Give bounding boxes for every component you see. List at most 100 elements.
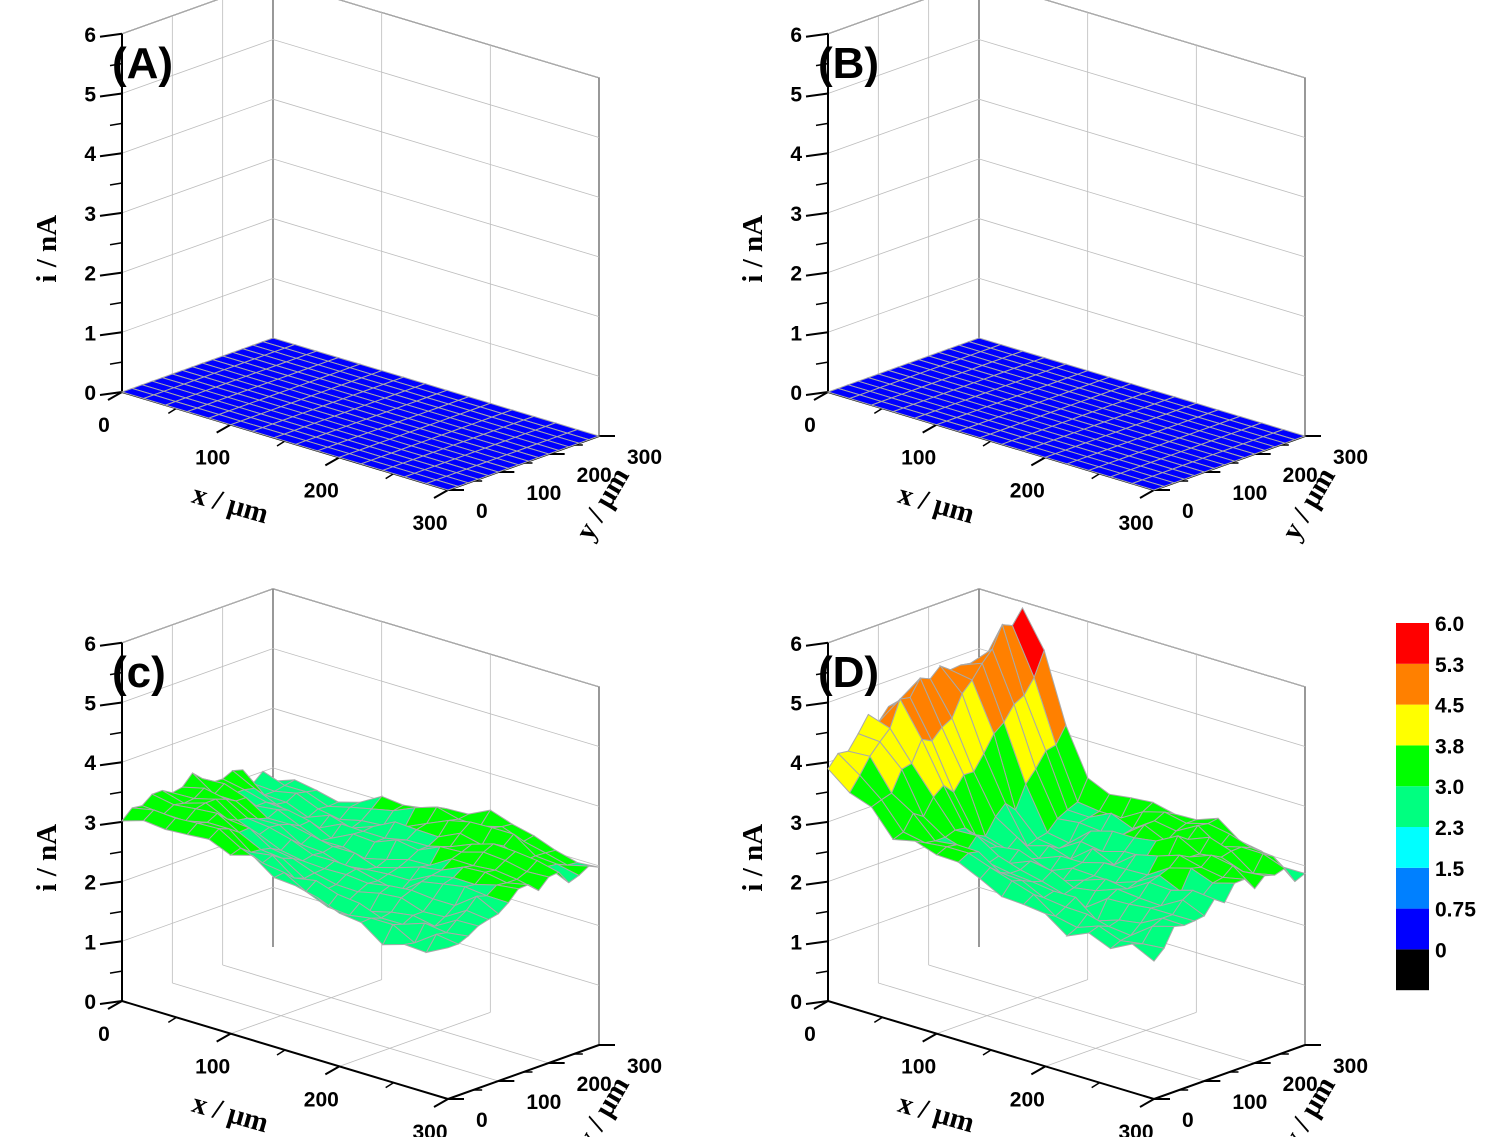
surface-mesh [826, 337, 1307, 491]
z-axis-title: i / nA [31, 824, 63, 892]
surface-cell [1130, 479, 1166, 491]
z-minor-tick [109, 122, 123, 127]
floor-gridline [222, 964, 549, 1064]
z-tick-label: 5 [790, 693, 802, 716]
z-tick-label: 4 [790, 752, 802, 775]
z-gridline [121, 648, 600, 747]
z-tick-label: 0 [84, 991, 96, 1014]
x-tick [1030, 1065, 1046, 1076]
floor-gridline [878, 982, 1205, 1082]
x-axis-title: x / μm [895, 1087, 978, 1137]
z-tick-label: 6 [84, 24, 96, 47]
z-tick [805, 761, 829, 767]
z-tick-label: 1 [790, 322, 802, 345]
z-tick [805, 152, 829, 158]
x-tick [216, 1032, 232, 1043]
z-tick-label: 2 [790, 872, 802, 895]
x-axis-title: x / μm [895, 478, 978, 530]
colorbar-band [1396, 827, 1429, 868]
z-gridline [827, 277, 1306, 377]
y-tick-label: 0 [476, 1109, 488, 1132]
z-tick [99, 641, 123, 647]
z-tick-label: 1 [84, 322, 96, 345]
z-minor-tick [815, 242, 829, 246]
colorbar-band [1396, 786, 1429, 827]
z-tick [99, 820, 123, 826]
y-tick-label: 0 [1182, 1109, 1194, 1132]
floor-gridline [172, 982, 499, 1082]
z-minor-tick [109, 62, 123, 67]
y-tick-label: 200 [577, 1073, 612, 1096]
x-tick [324, 456, 340, 467]
y-tick-label: 200 [1283, 1073, 1318, 1096]
colorbar-label: 3.0 [1435, 776, 1464, 799]
z-axis-title: i / nA [31, 215, 63, 283]
z-tick [99, 761, 123, 767]
surface-cell [1130, 943, 1165, 962]
z-tick-label: 2 [84, 872, 96, 895]
z-gridline [827, 588, 1306, 688]
x-tick [1030, 456, 1046, 467]
floor-gridline [928, 964, 1255, 1064]
z-tick [99, 940, 123, 946]
z-minor-tick [815, 970, 829, 974]
z-minor-tick [815, 731, 829, 736]
y-tick-label: 100 [1232, 482, 1267, 505]
z-tick [805, 211, 829, 217]
x-tick-label: 100 [195, 1056, 230, 1079]
z-tick-label: 4 [84, 143, 96, 166]
x-minor-tick [385, 473, 395, 480]
y-tick-label: 300 [627, 1055, 662, 1078]
z-tick [805, 701, 829, 707]
z-tick-label: 2 [790, 263, 802, 286]
panel-label: (B) [818, 39, 879, 88]
z-tick-label: 6 [84, 633, 96, 656]
z-tick [99, 152, 123, 158]
x-tick-label: 200 [1010, 479, 1045, 502]
z-tick-label: 1 [84, 931, 96, 954]
z-gridline [121, 158, 600, 258]
z-minor-tick [815, 671, 829, 676]
x-tick-label: 0 [98, 1023, 110, 1046]
x-minor-tick [873, 407, 883, 414]
surface-cell [425, 933, 460, 954]
panel-label: (D) [818, 648, 879, 697]
z-minor-tick [815, 910, 829, 915]
x-minor-tick [276, 440, 286, 447]
x-tick [813, 1000, 829, 1010]
x-minor-tick [385, 1082, 395, 1089]
z-tick-label: 3 [790, 812, 802, 835]
z-axis-title: i / nA [737, 215, 769, 283]
z-gridline [121, 277, 600, 377]
x-tick [922, 423, 938, 434]
z-tick [805, 1000, 829, 1005]
x-tick [324, 1065, 340, 1076]
z-tick-label: 6 [790, 24, 802, 47]
z-tick [99, 701, 123, 707]
floor-gridline [339, 1011, 491, 1067]
z-minor-tick [815, 62, 829, 67]
colorbar-band [1396, 949, 1429, 991]
z-tick-label: 5 [84, 84, 96, 107]
z-tick-label: 0 [790, 382, 802, 405]
colorbar-band [1396, 704, 1429, 746]
colorbar-label: 0.75 [1435, 899, 1476, 922]
colorbar-band [1396, 663, 1429, 705]
z-tick [99, 271, 123, 277]
z-tick [805, 271, 829, 277]
panel-label: (c) [112, 648, 166, 697]
z-gridline [827, 39, 1306, 138]
z-minor-tick [815, 851, 829, 855]
x-tick-label: 200 [304, 479, 339, 502]
x-tick [433, 489, 449, 499]
z-tick [805, 820, 829, 826]
z-tick-label: 4 [84, 752, 96, 775]
surface-mesh [827, 606, 1307, 962]
z-tick-label: 6 [790, 633, 802, 656]
z-tick-label: 0 [84, 382, 96, 405]
z-axis-title: i / nA [737, 824, 769, 892]
z-gridline [827, 98, 1306, 198]
